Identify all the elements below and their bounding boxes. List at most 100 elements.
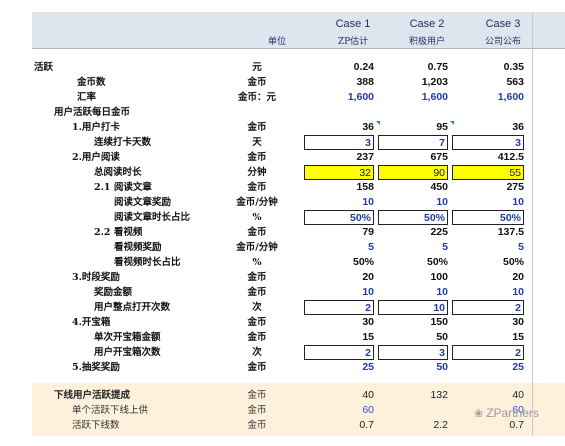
row-unit: 金币: [247, 332, 267, 343]
cell-value[interactable]: 50: [436, 361, 448, 373]
row-unit: %: [252, 257, 262, 268]
input-cell[interactable]: 50%: [304, 210, 374, 225]
right-border: [532, 12, 533, 436]
cell-value[interactable]: 30: [362, 316, 374, 328]
input-cell[interactable]: 2: [452, 300, 524, 315]
cell-value[interactable]: 79: [362, 226, 374, 238]
row-unit: 金币/分钟: [236, 197, 278, 208]
cell-value[interactable]: 10: [512, 286, 524, 298]
cell-value[interactable]: 225: [430, 226, 448, 238]
cell-value[interactable]: 36: [512, 121, 524, 133]
input-cell[interactable]: 2: [304, 300, 374, 315]
cell-value[interactable]: 1,600: [421, 91, 448, 103]
cell-value[interactable]: 95: [436, 121, 448, 133]
input-cell[interactable]: 7: [378, 135, 448, 150]
input-cell[interactable]: 3: [304, 135, 374, 150]
row-unit: 金币: [247, 152, 267, 163]
cell-value[interactable]: 10: [362, 196, 374, 208]
input-cell[interactable]: 2: [452, 345, 524, 360]
footer-row: 下线用户活跃提成 金币 40 132 40: [32, 388, 565, 403]
row-unit: 金币: [247, 287, 267, 298]
footer-row: 活跃下线数 金币 0.7 2.2 0.7: [32, 418, 565, 433]
cell-value[interactable]: 40: [512, 389, 524, 401]
cell-value[interactable]: 25: [512, 361, 524, 373]
cell-value[interactable]: 132: [430, 389, 448, 401]
table-row: 奖励金额 金币 10 10 10: [32, 285, 565, 300]
cell-value[interactable]: 275: [506, 181, 524, 193]
cell-value[interactable]: 388: [356, 76, 374, 88]
cell-value[interactable]: 10: [362, 286, 374, 298]
cell-value[interactable]: 5: [442, 241, 448, 253]
row-unit: 天: [252, 137, 262, 148]
footer-band: [32, 383, 565, 436]
table-row: 用户开宝箱次数 次 2 3 2: [32, 345, 565, 360]
cell-value[interactable]: 50%: [352, 256, 374, 268]
cell-value[interactable]: 2.2: [433, 419, 448, 431]
cell-value[interactable]: 1,203: [421, 76, 448, 88]
cell-value[interactable]: 20: [512, 271, 524, 283]
cell-value[interactable]: 5: [368, 241, 374, 253]
cell-value[interactable]: 563: [506, 76, 524, 88]
cell-value[interactable]: 40: [362, 389, 374, 401]
table-row: 总阅读时长 分钟 32 90 55: [32, 165, 565, 180]
cell-value[interactable]: 60: [512, 404, 524, 416]
header-divider: [32, 48, 565, 49]
cell-value[interactable]: 150: [430, 316, 448, 328]
cell-value[interactable]: 1,600: [347, 91, 374, 103]
cell-value[interactable]: 675: [430, 151, 448, 163]
highlighted-input-cell[interactable]: 32: [304, 165, 374, 180]
cell-value[interactable]: 237: [356, 151, 374, 163]
cell-value[interactable]: 100: [430, 271, 448, 283]
highlighted-input-cell[interactable]: 55: [452, 165, 524, 180]
cell-value[interactable]: 0.24: [353, 61, 374, 73]
row-unit: 金币: [247, 390, 267, 401]
comment-marker-icon[interactable]: [450, 121, 454, 125]
cell-value[interactable]: 20: [362, 271, 374, 283]
row-label: 阅读文章时长占比: [114, 212, 191, 223]
cell-value[interactable]: 412.5: [497, 151, 524, 163]
cell-value[interactable]: 60: [362, 404, 374, 416]
cell-value[interactable]: 50%: [502, 256, 524, 268]
cell-value[interactable]: 158: [356, 181, 374, 193]
table-row: 看视频时长占比 % 50% 50% 50%: [32, 255, 565, 270]
cell-value[interactable]: 10: [436, 286, 448, 298]
row-label: 单个活跃下线上供: [72, 405, 149, 416]
input-cell[interactable]: 50%: [452, 210, 524, 225]
row-unit: 金币/分钟: [236, 242, 278, 253]
cell-value[interactable]: 10: [512, 196, 524, 208]
cell-value[interactable]: 10: [436, 196, 448, 208]
input-cell[interactable]: 2: [304, 345, 374, 360]
cell-value[interactable]: 36: [362, 121, 374, 133]
cell-value[interactable]: 15: [362, 331, 374, 343]
cell-value[interactable]: 50: [436, 331, 448, 343]
cell-value[interactable]: 0.7: [359, 419, 374, 431]
table-row: 单次开宝箱金额 金币 15 50 15: [32, 330, 565, 345]
cell-value[interactable]: 0.7: [509, 419, 524, 431]
table-row: 4.开宝箱 金币 30 150 30: [32, 315, 565, 330]
highlighted-input-cell[interactable]: 90: [378, 165, 448, 180]
row-label: 金币数: [77, 77, 106, 88]
table-row: 用户活跃每日金币: [32, 105, 565, 120]
cell-value[interactable]: 50%: [426, 256, 448, 268]
row-label: 2.1 阅读文章: [94, 182, 152, 193]
cell-value[interactable]: 15: [512, 331, 524, 343]
row-label: 下线用户活跃提成: [54, 390, 131, 401]
cell-value[interactable]: 450: [430, 181, 448, 193]
input-cell[interactable]: 3: [452, 135, 524, 150]
header-band: [32, 12, 565, 48]
input-cell[interactable]: 50%: [378, 210, 448, 225]
cell-value[interactable]: 25: [362, 361, 374, 373]
cell-value[interactable]: 30: [512, 316, 524, 328]
row-unit: 金币: [247, 362, 267, 373]
cell-value[interactable]: 0.75: [427, 61, 448, 73]
cell-value[interactable]: 137.5: [497, 226, 524, 238]
row-label: 奖励金额: [94, 287, 133, 298]
input-cell[interactable]: 10: [378, 300, 448, 315]
cell-value[interactable]: 5: [518, 241, 524, 253]
case3-title: Case 3: [485, 18, 521, 30]
comment-marker-icon[interactable]: [376, 121, 380, 125]
cell-value[interactable]: 1,600: [497, 91, 524, 103]
table-row: 2.2 看视频 金币 79 225 137.5: [32, 225, 565, 240]
cell-value[interactable]: 0.35: [503, 61, 524, 73]
input-cell[interactable]: 3: [378, 345, 448, 360]
